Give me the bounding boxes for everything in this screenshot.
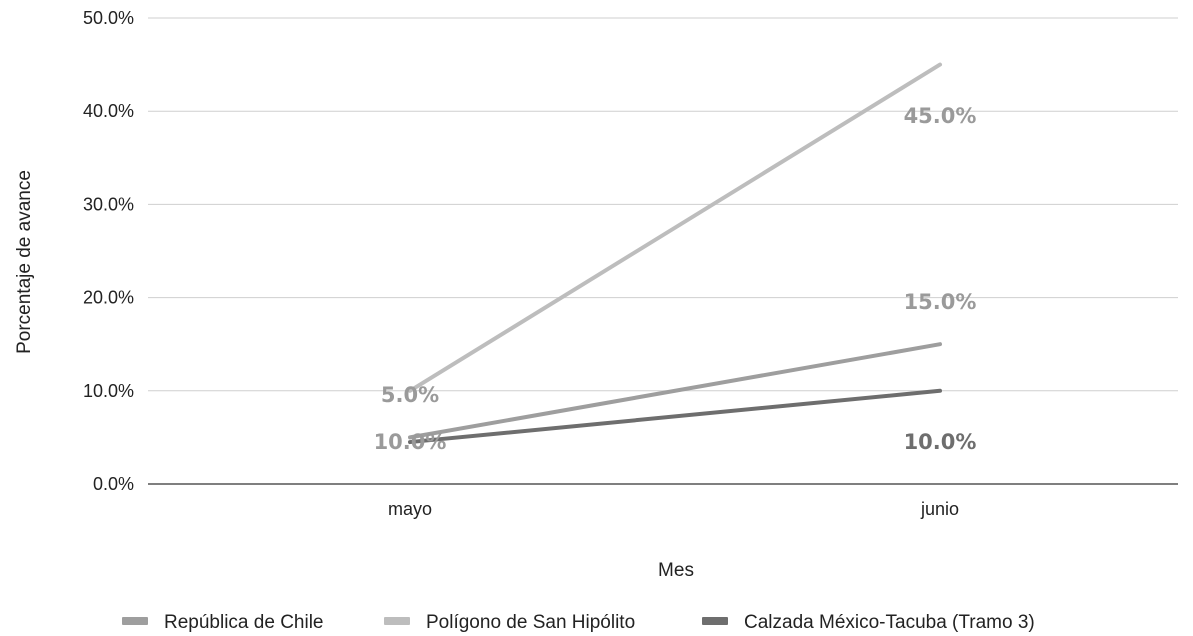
legend: República de Chile Polígono de San Hipóli… [122, 612, 1035, 633]
x-tick-label: junio [920, 499, 959, 519]
series-line-3 [408, 388, 942, 445]
legend-swatch [702, 617, 728, 625]
legend-label: Calzada México-Tacuba (Tramo 3) [744, 612, 1035, 633]
y-tick-label: 50.0% [83, 8, 134, 28]
y-tick-label: 0.0% [93, 474, 134, 494]
x-axis-ticks: mayo junio [388, 499, 959, 519]
x-axis-title: Mes [658, 560, 694, 581]
data-labels: 5.0% 15.0% 10.0% 45.0% 10.0% [374, 104, 977, 454]
legend-swatch [122, 617, 148, 625]
data-label: 45.0% [904, 104, 977, 128]
y-tick-label: 10.0% [83, 381, 134, 401]
series-line-2 [408, 62, 942, 393]
series-line-1 [408, 342, 942, 440]
y-tick-label: 20.0% [83, 288, 134, 308]
y-axis-ticks: 0.0% 10.0% 20.0% 30.0% 40.0% 50.0% [83, 8, 134, 494]
y-tick-label: 30.0% [83, 194, 134, 214]
legend-label: República de Chile [164, 612, 324, 633]
y-axis-title: Porcentaje de avance [14, 170, 35, 354]
grid-lines [148, 17, 1178, 392]
y-tick-label: 40.0% [83, 101, 134, 121]
data-label: 5.0% [381, 383, 439, 407]
data-label: 10.0% [904, 430, 977, 454]
legend-label: Polígono de San Hipólito [426, 612, 635, 633]
x-tick-label: mayo [388, 499, 432, 519]
series-lines [408, 62, 942, 445]
legend-swatch [384, 617, 410, 625]
data-label: 10.0% [374, 430, 447, 454]
data-label: 15.0% [904, 290, 977, 314]
